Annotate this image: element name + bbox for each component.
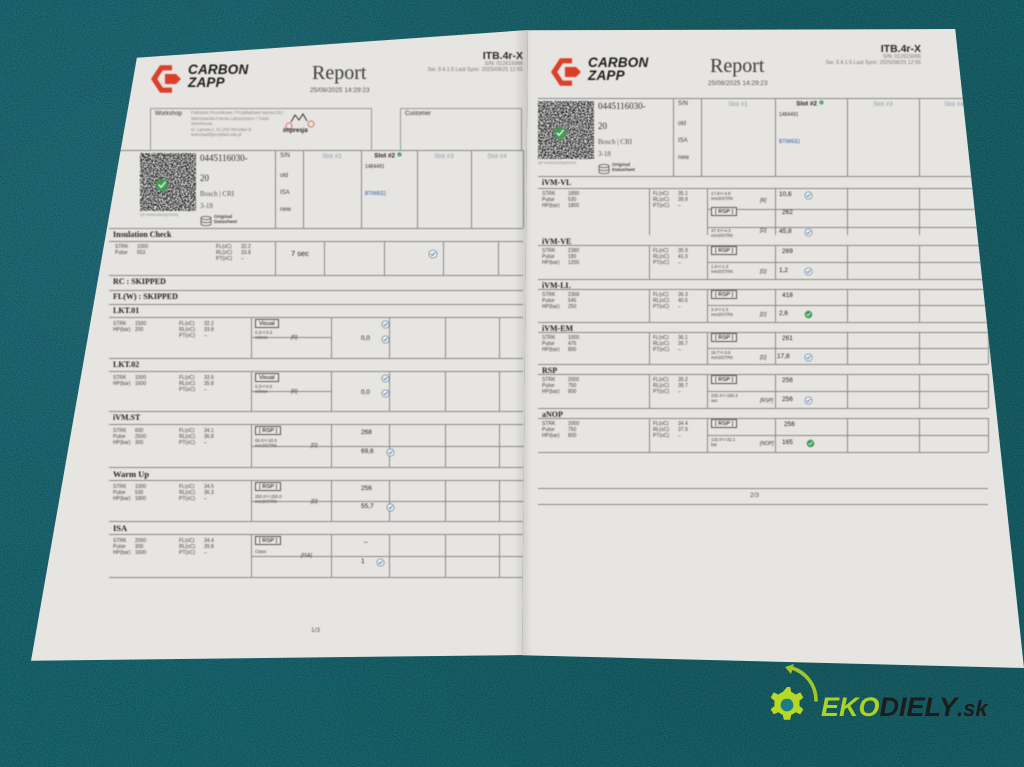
svg-text:impresja: impresja xyxy=(283,128,308,134)
svg-text:EKODIELY.sk: EKODIELY.sk xyxy=(821,692,989,722)
